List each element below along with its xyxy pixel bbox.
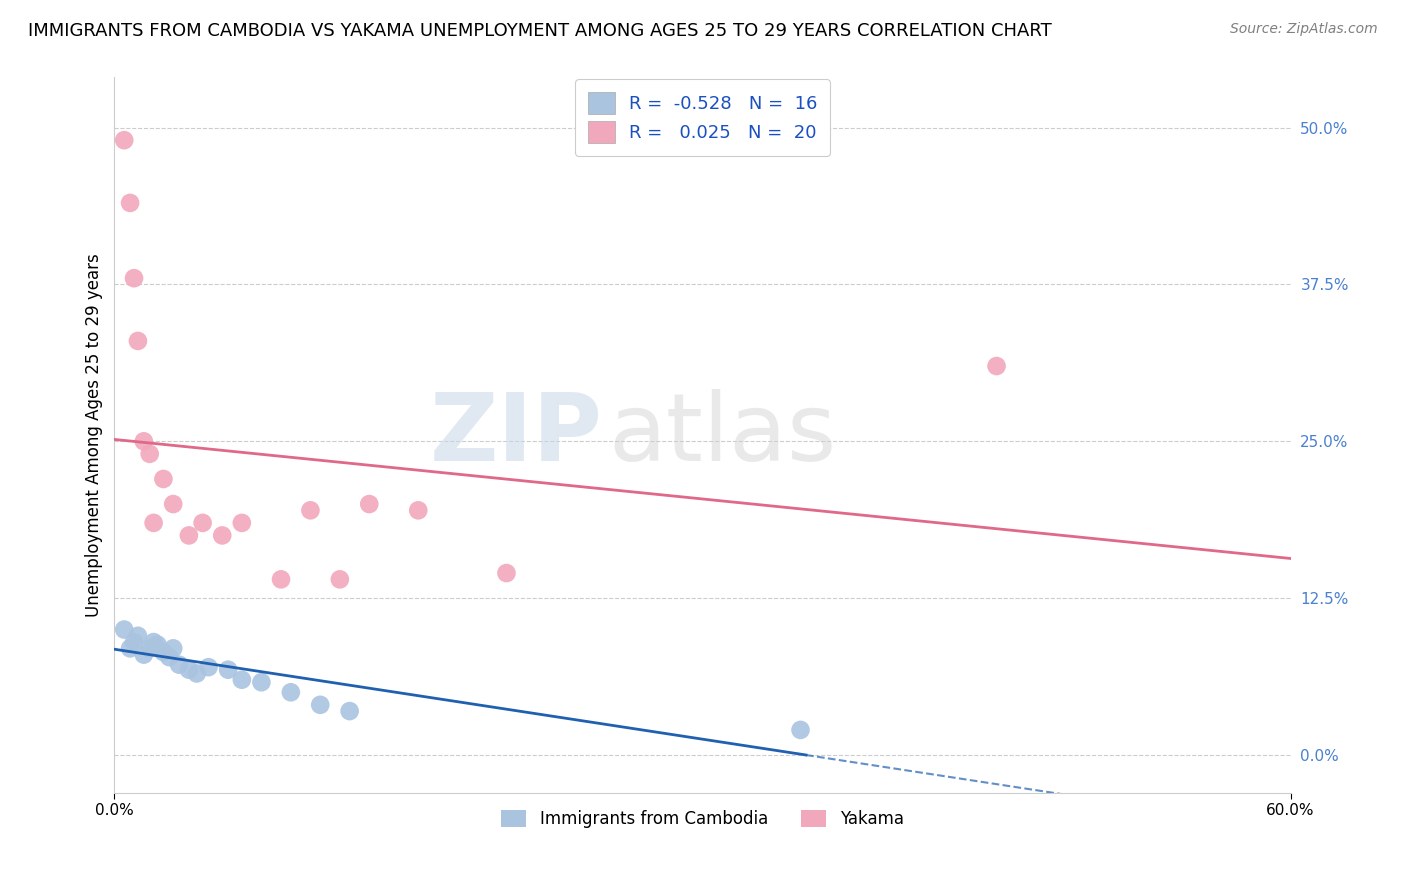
Point xyxy=(167,657,190,672)
Point xyxy=(339,704,361,718)
Point xyxy=(122,635,145,649)
Text: atlas: atlas xyxy=(609,389,837,481)
Point xyxy=(250,675,273,690)
Point xyxy=(177,663,200,677)
Point xyxy=(112,623,135,637)
Point xyxy=(152,645,174,659)
Point xyxy=(132,434,155,449)
Point xyxy=(122,271,145,285)
Point xyxy=(217,663,239,677)
Y-axis label: Unemployment Among Ages 25 to 29 years: Unemployment Among Ages 25 to 29 years xyxy=(86,253,103,617)
Point xyxy=(157,650,180,665)
Point xyxy=(197,660,219,674)
Point xyxy=(191,516,214,530)
Point xyxy=(120,195,142,210)
Point xyxy=(495,566,517,580)
Point xyxy=(162,497,184,511)
Point xyxy=(211,528,233,542)
Point xyxy=(309,698,332,712)
Legend: Immigrants from Cambodia, Yakama: Immigrants from Cambodia, Yakama xyxy=(495,803,910,834)
Point xyxy=(112,133,135,147)
Point xyxy=(789,723,811,737)
Point xyxy=(142,516,165,530)
Point xyxy=(186,666,208,681)
Point xyxy=(231,673,253,687)
Text: ZIP: ZIP xyxy=(430,389,603,481)
Point xyxy=(142,635,165,649)
Point xyxy=(359,497,381,511)
Point xyxy=(270,572,292,586)
Text: Source: ZipAtlas.com: Source: ZipAtlas.com xyxy=(1230,22,1378,37)
Point xyxy=(329,572,352,586)
Point xyxy=(127,629,149,643)
Point xyxy=(132,648,155,662)
Point xyxy=(986,359,1008,373)
Point xyxy=(120,641,142,656)
Point xyxy=(231,516,253,530)
Point xyxy=(299,503,322,517)
Point xyxy=(127,334,149,348)
Point xyxy=(138,641,160,656)
Text: IMMIGRANTS FROM CAMBODIA VS YAKAMA UNEMPLOYMENT AMONG AGES 25 TO 29 YEARS CORREL: IMMIGRANTS FROM CAMBODIA VS YAKAMA UNEMP… xyxy=(28,22,1052,40)
Point xyxy=(280,685,302,699)
Point xyxy=(138,447,160,461)
Point xyxy=(146,638,169,652)
Point xyxy=(406,503,429,517)
Point xyxy=(162,641,184,656)
Point xyxy=(177,528,200,542)
Point xyxy=(152,472,174,486)
